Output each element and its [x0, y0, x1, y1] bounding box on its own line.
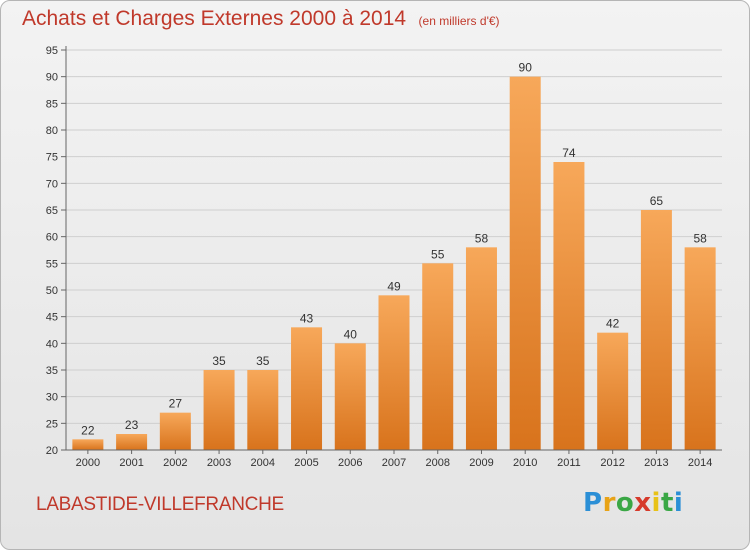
y-tick-label-45: 45: [46, 312, 58, 324]
bar-2002: [159, 412, 191, 450]
logo-letter: x: [634, 488, 652, 518]
bar-2003: [203, 370, 235, 450]
bar-value-label-2002: 27: [169, 397, 183, 411]
bar-2010: [509, 76, 541, 451]
chart-title: Achats et Charges Externes 2000 à 2014 (…: [22, 7, 500, 31]
x-tick-label-2008: 2008: [425, 457, 449, 469]
x-tick-label-2001: 2001: [119, 457, 143, 469]
bar-2012: [597, 332, 629, 450]
y-tick-label-75: 75: [46, 152, 58, 164]
y-tick-label-70: 70: [46, 178, 58, 190]
bar-2009: [465, 247, 497, 450]
logo-letter: i: [673, 488, 684, 518]
x-tick-label-2000: 2000: [76, 457, 100, 469]
chart-title-unit: (en milliers d'€): [418, 14, 500, 28]
bar-value-label-2013: 65: [650, 194, 664, 208]
y-tick-label-40: 40: [46, 338, 58, 350]
bar-value-label-2010: 90: [519, 61, 533, 75]
bars: 22 23 27 35 35 43 40 49 55 58 90 74 42 65 58: [72, 61, 716, 451]
bar-value-label-2007: 49: [387, 279, 401, 293]
y-tick-label-85: 85: [46, 98, 58, 110]
bar-2008: [422, 263, 454, 450]
bar-2014: [684, 247, 716, 450]
bar-value-label-2000: 22: [81, 423, 95, 437]
logo-letter: o: [615, 488, 635, 518]
bar-2013: [640, 210, 672, 450]
logo-letter: r: [602, 488, 616, 518]
y-tick-label-55: 55: [46, 258, 58, 270]
y-tick-label-20: 20: [46, 445, 58, 457]
x-tick-label-2006: 2006: [338, 457, 362, 469]
bar-value-label-2001: 23: [125, 418, 139, 432]
bar-2011: [553, 162, 585, 450]
bar-2007: [378, 295, 410, 450]
bar-value-label-2012: 42: [606, 317, 620, 331]
bar-2006: [334, 343, 366, 450]
x-tick-label-2010: 2010: [513, 457, 537, 469]
logo-letter: t: [660, 488, 674, 518]
y-tick-label-50: 50: [46, 285, 58, 297]
y-tick-label-30: 30: [46, 392, 58, 404]
bar-value-label-2014: 58: [693, 231, 707, 245]
bar-2001: [116, 434, 148, 450]
bar-value-label-2006: 40: [344, 327, 358, 341]
bar-value-label-2009: 58: [475, 231, 489, 245]
commune-name: LABASTIDE-VILLEFRANCHE: [36, 494, 284, 515]
bar-value-label-2003: 35: [212, 354, 226, 368]
x-tick-label-2012: 2012: [600, 457, 624, 469]
axes: 20 25 30 35 40 45 50 55 60 65 70 75 80 85 90 95 2000 2001…: [46, 45, 722, 469]
x-tick-label-2005: 2005: [294, 457, 318, 469]
x-tick-label-2011: 2011: [557, 457, 581, 469]
proxiti-logo[interactable]: Proxiti: [583, 488, 683, 518]
y-tick-label-25: 25: [46, 418, 58, 430]
y-tick-label-65: 65: [46, 205, 58, 217]
x-tick-label-2002: 2002: [163, 457, 187, 469]
y-tick-label-90: 90: [46, 72, 58, 84]
bar-2005: [291, 327, 323, 450]
bar-value-label-2011: 74: [562, 146, 576, 160]
x-tick-label-2013: 2013: [644, 457, 668, 469]
x-tick-label-2014: 2014: [688, 457, 712, 469]
x-tick-label-2007: 2007: [382, 457, 406, 469]
x-tick-label-2003: 2003: [207, 457, 231, 469]
y-tick-label-60: 60: [46, 232, 58, 244]
logo-letter: P: [583, 488, 603, 518]
bar-2004: [247, 370, 279, 450]
x-tick-label-2009: 2009: [469, 457, 493, 469]
bar-2000: [72, 439, 104, 450]
y-tick-label-95: 95: [46, 45, 58, 57]
y-tick-label-35: 35: [46, 365, 58, 377]
y-tick-label-80: 80: [46, 125, 58, 137]
bar-value-label-2008: 55: [431, 247, 445, 261]
x-tick-label-2004: 2004: [251, 457, 275, 469]
bar-value-label-2005: 43: [300, 311, 314, 325]
chart-title-main: Achats et Charges Externes 2000 à 2014: [22, 7, 407, 30]
bar-value-label-2004: 35: [256, 354, 270, 368]
logo-letter: i: [651, 488, 661, 518]
